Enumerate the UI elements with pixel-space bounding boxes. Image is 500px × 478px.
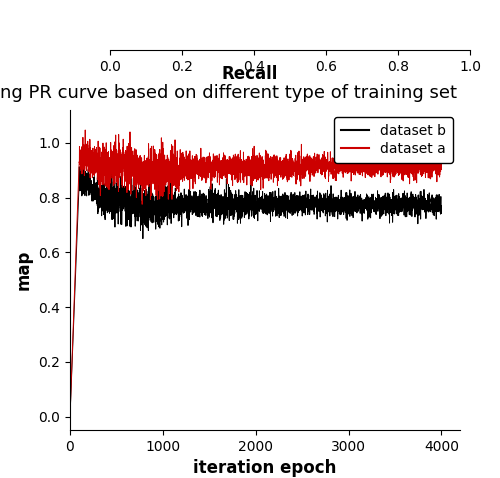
dataset a — [229, 170, 235, 175]
dataset a — [254, 158, 260, 163]
dataset b — [225, 198, 231, 204]
dataset a — [120, 163, 126, 169]
dataset b — [120, 188, 126, 194]
dataset a — [67, 413, 73, 419]
dataset b — [78, 163, 84, 169]
dataset b — [141, 213, 147, 219]
Text: Recall: Recall — [222, 65, 278, 83]
Line: dataset b: dataset b — [70, 166, 442, 416]
Legend: dataset b, dataset a: dataset b, dataset a — [334, 117, 453, 163]
X-axis label: iteration epoch: iteration epoch — [194, 459, 336, 478]
dataset a — [82, 127, 88, 133]
dataset a — [320, 157, 326, 163]
Y-axis label: map: map — [14, 250, 32, 290]
dataset b — [229, 207, 235, 213]
Text: ng PR curve based on different type of training set: ng PR curve based on different type of t… — [0, 84, 457, 102]
dataset b — [67, 413, 73, 419]
dataset b — [254, 202, 260, 207]
dataset b — [320, 206, 326, 211]
Line: dataset a: dataset a — [70, 130, 442, 416]
dataset b — [438, 204, 444, 210]
dataset a — [438, 161, 444, 166]
dataset a — [225, 158, 231, 163]
dataset a — [141, 161, 147, 166]
